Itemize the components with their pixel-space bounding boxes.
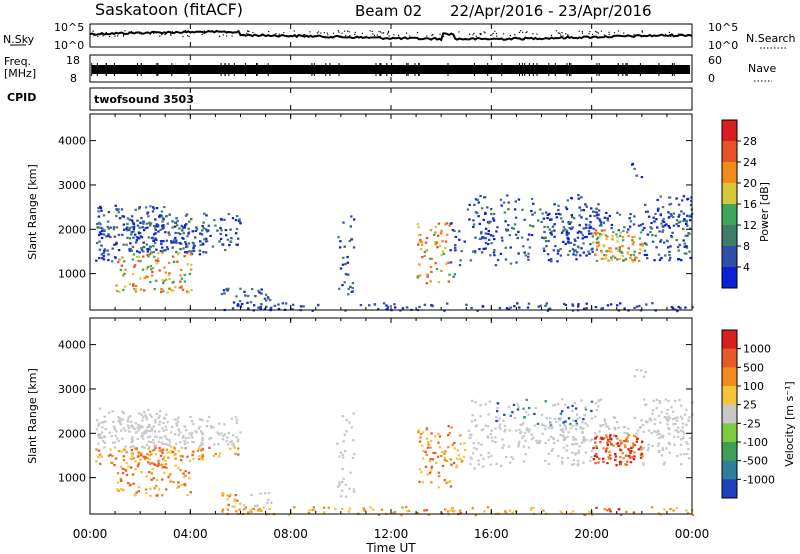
- power-scatter-data: [95, 162, 694, 313]
- svg-text:12: 12: [743, 219, 757, 232]
- date-range: 22/Apr/2016 - 23/Apr/2016: [450, 2, 652, 20]
- power-colorbar-label: Power [dB]: [758, 182, 771, 242]
- svg-text:16: 16: [743, 198, 757, 211]
- svg-text:1000: 1000: [58, 268, 86, 281]
- velocity-colorbar-label: Velocity [m s⁻¹]: [783, 381, 796, 466]
- svg-text:-25: -25: [743, 417, 761, 430]
- noise-panel: N.Sky 10^5 10^0 10^5 10^0 N.Search: [3, 21, 796, 52]
- svg-text:1000: 1000: [58, 472, 86, 485]
- svg-text:-1000: -1000: [743, 473, 775, 486]
- noise-ytick-top: 10^5: [54, 21, 84, 34]
- noise-right-ytick-top: 10^5: [708, 21, 738, 34]
- nave-label: Nave: [748, 62, 776, 75]
- noise-search-trace: [92, 30, 692, 38]
- svg-text:20:00: 20:00: [574, 527, 609, 541]
- svg-text:12:00: 12:00: [374, 527, 409, 541]
- svg-text:00:00: 00:00: [675, 527, 710, 541]
- power-panel: 1000 2000 3000 4000 Slant Range [km] 4 8 12 16…: [26, 113, 771, 313]
- svg-text:2000: 2000: [58, 427, 86, 440]
- velocity-scatter-data: [95, 368, 695, 517]
- svg-text:8: 8: [743, 240, 750, 253]
- svg-text:1000: 1000: [743, 343, 771, 356]
- power-y-ticks: 1000 2000 3000 4000: [58, 135, 692, 281]
- svg-text:500: 500: [743, 361, 764, 374]
- noise-sky-trace: [89, 29, 693, 42]
- svg-text:04:00: 04:00: [173, 527, 208, 541]
- site-title: Saskatoon (fitACF): [95, 0, 243, 19]
- velocity-panel: 1000 2000 3000 4000 Slant Range [km] 1000 50…: [26, 317, 796, 517]
- noise-sky-label: N.Sky: [3, 33, 35, 46]
- svg-text:25: 25: [743, 399, 757, 412]
- velocity-ylabel: Slant Range [km]: [26, 368, 39, 464]
- noise-search-label: N.Search: [746, 32, 796, 45]
- power-colorbar: 4 8 12 16 20 24 28: [721, 119, 757, 289]
- velocity-y-ticks: 1000 2000 3000 4000: [58, 339, 692, 485]
- svg-text:20: 20: [743, 177, 757, 190]
- velocity-colorbar: 1000 500 100 25 -25 -100 -500 -1000: [721, 329, 775, 499]
- svg-text:08:00: 08:00: [273, 527, 308, 541]
- time-axis-label: Time UT: [365, 541, 416, 554]
- frequency-trace: [91, 63, 690, 76]
- freq-label: Freq.: [4, 55, 31, 68]
- svg-text:24: 24: [743, 156, 757, 169]
- freq-tick-top: 18: [66, 54, 80, 67]
- svg-text:16:00: 16:00: [474, 527, 509, 541]
- cpid-value: twofsound 3503: [94, 93, 194, 106]
- svg-text:28: 28: [743, 135, 757, 148]
- svg-text:3000: 3000: [58, 179, 86, 192]
- freq-unit-label: [MHz]: [4, 67, 36, 80]
- beam-label: Beam 02: [355, 2, 422, 20]
- svg-text:4000: 4000: [58, 339, 86, 352]
- frequency-panel: Freq. [MHz] 18 8 60 0 Nave: [4, 54, 776, 85]
- time-axis-ticks: 00:00 04:00 08:00 12:00 16:00 20:00 00:00: [73, 24, 710, 541]
- svg-text:4000: 4000: [58, 135, 86, 148]
- cpid-label: CPID: [7, 91, 36, 104]
- svg-text:-100: -100: [743, 436, 768, 449]
- svg-text:3000: 3000: [58, 383, 86, 396]
- cpid-panel: CPID twofsound 3503: [7, 87, 693, 111]
- freq-tick-bottom: 8: [70, 72, 77, 85]
- noise-ytick-bottom: 10^0: [54, 39, 84, 52]
- nave-tick-top: 60: [708, 54, 722, 67]
- svg-text:100: 100: [743, 380, 764, 393]
- power-ylabel: Slant Range [km]: [26, 164, 39, 260]
- nave-tick-bottom: 0: [708, 72, 715, 85]
- svg-text:-500: -500: [743, 455, 768, 468]
- svg-text:2000: 2000: [58, 223, 86, 236]
- svg-text:00:00: 00:00: [73, 527, 108, 541]
- svg-text:4: 4: [743, 261, 750, 274]
- noise-right-ytick-bottom: 10^0: [708, 39, 738, 52]
